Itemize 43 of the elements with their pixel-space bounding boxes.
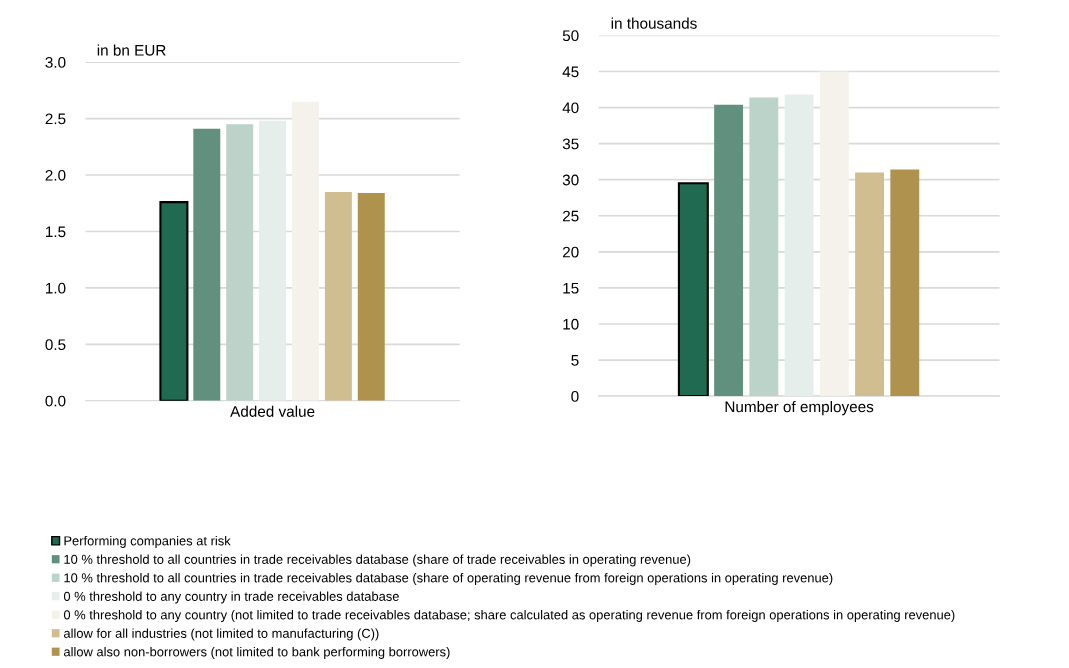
legend-label: 0 % threshold to any country (not limited to trade receivables database; share calculated as operating revenue from foreign operations in operating revenue) <box>63 609 955 622</box>
y-tick-label: 5 <box>571 355 579 366</box>
x-tick-label: Added value <box>230 405 315 417</box>
y-tick-label: 25 <box>562 210 579 222</box>
y-tick-label: 40 <box>562 102 579 114</box>
bar <box>855 172 885 397</box>
bar <box>324 191 352 401</box>
legend-label: 10 % threshold to all countries in trade receivables database (share of trade receivables in operating revenue) <box>64 554 691 567</box>
bar <box>677 182 709 397</box>
bar <box>292 101 319 401</box>
y-tick-label: 30 <box>562 174 579 186</box>
legend-label: allow also non-borrowers (not limited to bank performing borrowers) <box>63 646 450 659</box>
y-tick-label: 2.0 <box>45 169 66 181</box>
y-tick-label: 0.0 <box>45 395 66 407</box>
legend-label: 10 % threshold to all countries in trade receivables database (share of operating revenue from foreign operations in operating revenue) <box>64 572 833 585</box>
legend-label: Performing companies at risk <box>64 535 231 548</box>
bar <box>259 120 287 401</box>
y-tick-label: 15 <box>563 282 579 294</box>
y-tick-label: 0 <box>571 390 579 402</box>
y-tick-label: 1.0 <box>46 282 66 294</box>
y-axis-title: in bn EUR <box>97 44 166 56</box>
y-tick-label: 20 <box>562 246 579 258</box>
y-tick-label: 0.5 <box>45 339 66 351</box>
bar <box>819 71 849 397</box>
legend-label: 0 % threshold to any country in trade receivables database <box>63 591 399 604</box>
bar <box>784 94 814 397</box>
y-tick-label: 1.5 <box>46 226 66 238</box>
bar <box>226 124 254 401</box>
y-tick-label: 3.0 <box>45 56 66 68</box>
bar <box>749 97 779 397</box>
y-tick-label: 10 <box>563 318 579 330</box>
legend-label: allow for all industries (not limited to manufacturing (C)) <box>63 628 379 641</box>
bar <box>193 128 221 401</box>
x-tick-label: Number of employees <box>725 400 874 416</box>
bar <box>890 169 920 397</box>
y-axis-title: in thousands <box>611 17 697 29</box>
y-tick-label: 35 <box>562 138 579 150</box>
bar <box>159 201 189 401</box>
y-tick-label: 45 <box>562 66 579 78</box>
y-tick-label: 2.5 <box>45 113 66 125</box>
bar <box>714 104 744 397</box>
y-tick-label: 50 <box>562 30 579 42</box>
bar <box>357 193 385 401</box>
